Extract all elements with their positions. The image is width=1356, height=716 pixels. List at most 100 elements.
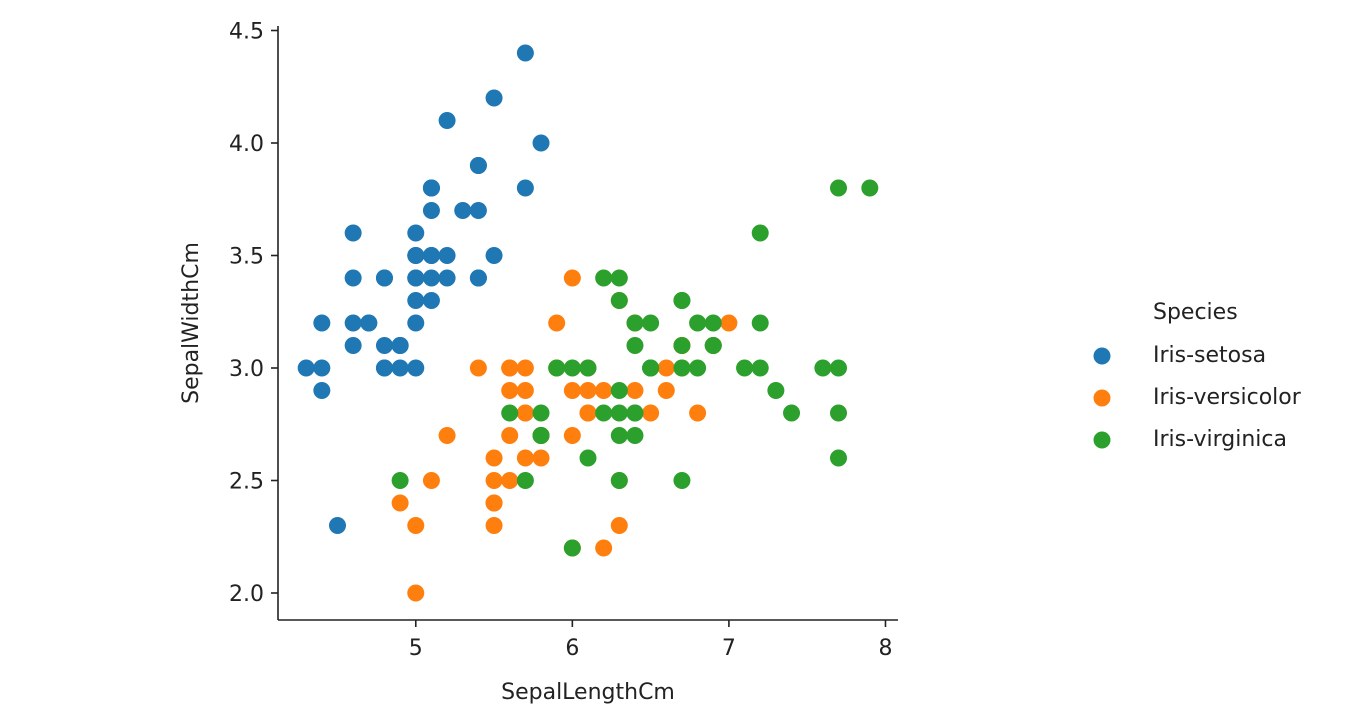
- x-tick-label: 8: [878, 636, 892, 661]
- data-point: [830, 179, 848, 197]
- data-point: [501, 404, 519, 422]
- data-point: [469, 359, 487, 377]
- data-point: [595, 382, 613, 399]
- data-point: [532, 427, 550, 444]
- data-point: [783, 404, 801, 422]
- data-point: [313, 359, 331, 377]
- data-point: [438, 112, 456, 129]
- data-point: [391, 472, 409, 489]
- data-point: [751, 359, 769, 377]
- data-point: [642, 404, 660, 422]
- data-point: [407, 314, 425, 332]
- data-point: [830, 449, 848, 467]
- data-point: [407, 269, 425, 287]
- y-tick-label: 4.0: [229, 132, 264, 157]
- data-point: [642, 314, 660, 332]
- x-tick-label: 5: [409, 636, 423, 661]
- data-point: [579, 382, 597, 399]
- data-point: [595, 404, 613, 422]
- data-point: [673, 292, 691, 309]
- y-tick-label: 4.5: [229, 20, 264, 45]
- data-point: [422, 292, 440, 309]
- data-point: [438, 247, 456, 264]
- data-point: [516, 382, 534, 399]
- data-point: [407, 517, 425, 534]
- data-point: [563, 359, 581, 377]
- data-point: [422, 269, 440, 287]
- legend-marker: [1093, 431, 1111, 449]
- data-point: [626, 404, 644, 422]
- data-point: [689, 404, 707, 422]
- data-point: [297, 359, 315, 377]
- data-point: [610, 404, 628, 422]
- data-point: [422, 202, 440, 219]
- legend-label: Iris-virginica: [1153, 427, 1287, 452]
- data-point: [469, 202, 487, 219]
- data-point: [516, 404, 534, 422]
- data-point: [516, 179, 534, 197]
- data-point: [375, 269, 393, 287]
- legend-marker: [1093, 389, 1111, 407]
- x-tick-label: 7: [722, 636, 736, 661]
- legend-marker: [1093, 347, 1111, 365]
- data-point: [407, 292, 425, 309]
- x-axis-ticks: 5 6 7 8: [409, 620, 892, 661]
- data-point: [595, 539, 613, 557]
- series-iris-virginica: [391, 179, 879, 557]
- data-point: [422, 472, 440, 489]
- data-point: [532, 134, 550, 152]
- data-point: [673, 359, 691, 377]
- x-tick-label: 6: [565, 636, 579, 661]
- y-axis-ticks: 2.0 2.5 3.0 3.5 4.0 4.5: [229, 20, 278, 607]
- data-point: [328, 517, 346, 534]
- data-point: [532, 404, 550, 422]
- data-point: [610, 517, 628, 534]
- data-point: [642, 359, 660, 377]
- data-point: [516, 44, 534, 62]
- legend-label: Iris-versicolor: [1153, 385, 1302, 410]
- legend: Species Iris-setosa Iris-versicolor Iris-v…: [1093, 300, 1302, 452]
- data-point: [501, 382, 519, 399]
- data-point: [861, 179, 879, 197]
- series-iris-setosa: [297, 44, 550, 534]
- points-layer: [297, 44, 879, 602]
- series-iris-versicolor: [391, 269, 738, 602]
- data-point: [516, 449, 534, 467]
- data-point: [720, 314, 738, 332]
- data-point: [485, 89, 503, 107]
- data-point: [391, 359, 409, 377]
- data-point: [751, 314, 769, 332]
- legend-entries: Iris-setosa Iris-versicolor Iris-virginica: [1093, 343, 1302, 452]
- y-axis-label: SepalWidthCm: [179, 242, 204, 404]
- data-point: [579, 449, 597, 467]
- data-point: [485, 449, 503, 467]
- data-point: [407, 247, 425, 264]
- data-point: [516, 472, 534, 489]
- data-point: [830, 359, 848, 377]
- data-point: [689, 314, 707, 332]
- data-point: [438, 269, 456, 287]
- data-point: [610, 472, 628, 489]
- data-point: [391, 337, 409, 354]
- data-point: [422, 179, 440, 197]
- data-point: [814, 359, 832, 377]
- data-point: [610, 269, 628, 287]
- data-point: [767, 382, 785, 399]
- data-point: [704, 314, 722, 332]
- data-point: [501, 427, 519, 444]
- data-point: [360, 314, 378, 332]
- data-point: [657, 382, 675, 399]
- legend-label: Iris-setosa: [1153, 343, 1266, 368]
- data-point: [610, 382, 628, 399]
- data-point: [313, 314, 331, 332]
- data-point: [532, 449, 550, 467]
- data-point: [485, 517, 503, 534]
- legend-title: Species: [1153, 300, 1238, 325]
- data-point: [344, 224, 362, 242]
- data-point: [673, 337, 691, 354]
- data-point: [469, 269, 487, 287]
- data-point: [516, 359, 534, 377]
- data-point: [673, 472, 691, 489]
- data-point: [563, 382, 581, 399]
